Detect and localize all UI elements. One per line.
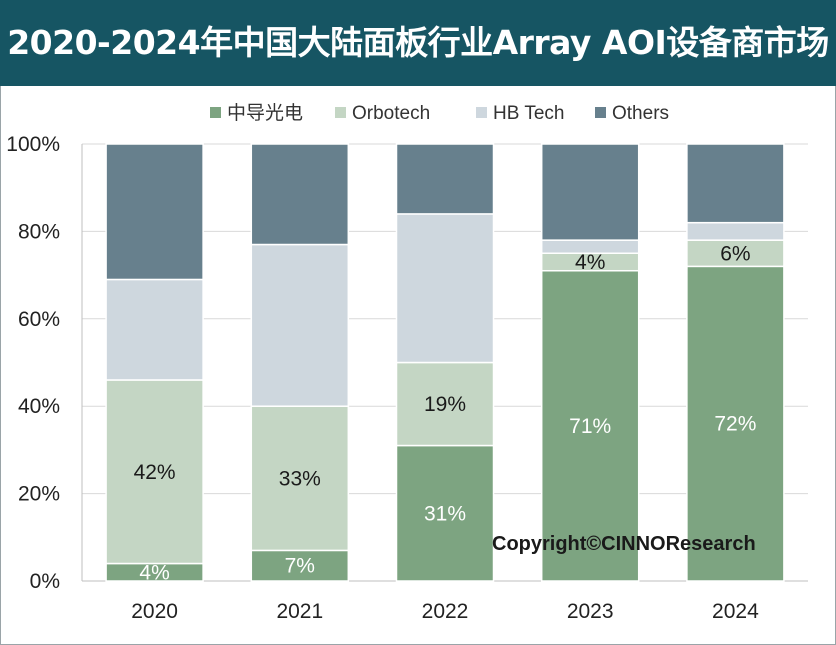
bar-segment xyxy=(686,221,785,241)
legend-label: HB Tech xyxy=(493,103,564,124)
legend-label: Others xyxy=(612,103,669,124)
title-banner: 2020-2024年中国大陆面板行业Array AOI设备商市场份额 xyxy=(0,0,836,148)
data-label: 33% xyxy=(279,467,321,490)
bar-segment xyxy=(540,143,640,241)
legend-label: 中导光电 xyxy=(227,102,303,124)
bar-segment xyxy=(540,269,640,582)
y-tick-label: 40% xyxy=(18,395,60,418)
bar-segment xyxy=(540,239,640,254)
legend-swatch xyxy=(335,107,346,118)
x-tick-label: 2020 xyxy=(131,600,178,623)
bar-segment xyxy=(105,278,204,381)
bar-segment xyxy=(105,379,204,565)
bar-segment xyxy=(686,265,785,582)
bar-segment xyxy=(250,405,350,552)
legend-swatch xyxy=(595,107,606,118)
copyright-watermark: Copyright©CINNOResearch xyxy=(492,533,756,555)
data-label: 71% xyxy=(569,415,611,438)
data-label: 6% xyxy=(720,242,750,265)
bar-segment xyxy=(395,361,495,447)
bar-segment xyxy=(105,143,204,281)
bar-segment xyxy=(395,143,495,215)
data-label: 7% xyxy=(285,555,315,578)
bar-segment xyxy=(395,444,495,582)
bar-segment xyxy=(686,143,785,224)
legend-swatch xyxy=(476,107,487,118)
y-tick-label: 100% xyxy=(6,133,60,156)
x-tick-label: 2023 xyxy=(567,600,614,623)
legend-swatch xyxy=(210,107,221,118)
x-tick-label: 2021 xyxy=(276,600,323,623)
data-label: 4% xyxy=(575,251,605,274)
y-tick-label: 80% xyxy=(18,220,60,243)
legend-label: Orbotech xyxy=(352,103,430,124)
bar-segment xyxy=(250,143,350,246)
data-label: 42% xyxy=(134,461,176,484)
data-label: 72% xyxy=(714,413,756,436)
data-label: 19% xyxy=(424,393,466,416)
x-tick-label: 2024 xyxy=(712,600,759,623)
bar-segment xyxy=(395,213,495,364)
x-tick-label: 2022 xyxy=(422,600,469,623)
bar-segment xyxy=(686,239,785,268)
y-tick-label: 60% xyxy=(18,308,60,331)
chart-title: 2020-2024年中国大陆面板行业Array AOI设备商市场份额 xyxy=(7,23,829,148)
y-tick-label: 20% xyxy=(18,483,60,506)
y-tick-label: 0% xyxy=(30,570,60,593)
data-label: 4% xyxy=(139,561,169,584)
data-label: 31% xyxy=(424,502,466,525)
bar-segment xyxy=(250,243,350,407)
